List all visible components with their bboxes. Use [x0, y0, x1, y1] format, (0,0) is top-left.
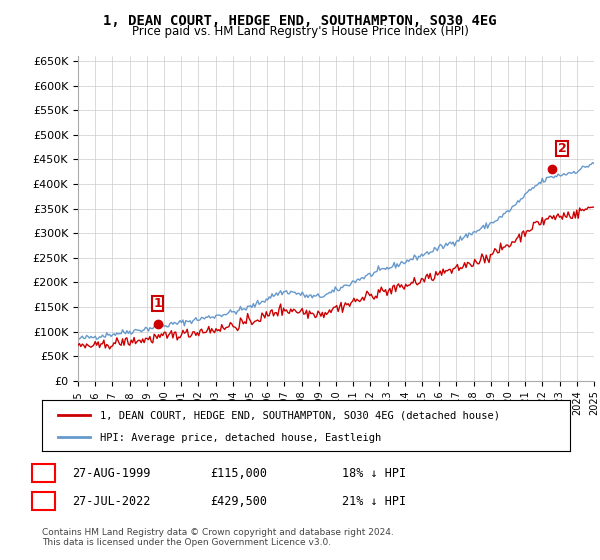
- Text: Price paid vs. HM Land Registry's House Price Index (HPI): Price paid vs. HM Land Registry's House …: [131, 25, 469, 38]
- Text: 21% ↓ HPI: 21% ↓ HPI: [342, 494, 406, 508]
- Text: Contains HM Land Registry data © Crown copyright and database right 2024.
This d: Contains HM Land Registry data © Crown c…: [42, 528, 394, 547]
- Text: 2: 2: [557, 142, 566, 155]
- Text: 27-AUG-1999: 27-AUG-1999: [72, 466, 151, 480]
- Text: 1: 1: [153, 297, 162, 310]
- Text: HPI: Average price, detached house, Eastleigh: HPI: Average price, detached house, East…: [100, 433, 382, 443]
- Text: 2: 2: [40, 494, 47, 508]
- Text: 1: 1: [40, 466, 47, 480]
- Text: £115,000: £115,000: [210, 466, 267, 480]
- Text: 1, DEAN COURT, HEDGE END, SOUTHAMPTON, SO30 4EG (detached house): 1, DEAN COURT, HEDGE END, SOUTHAMPTON, S…: [100, 410, 500, 421]
- Text: 18% ↓ HPI: 18% ↓ HPI: [342, 466, 406, 480]
- Text: 1, DEAN COURT, HEDGE END, SOUTHAMPTON, SO30 4EG: 1, DEAN COURT, HEDGE END, SOUTHAMPTON, S…: [103, 14, 497, 28]
- Text: £429,500: £429,500: [210, 494, 267, 508]
- Text: 27-JUL-2022: 27-JUL-2022: [72, 494, 151, 508]
